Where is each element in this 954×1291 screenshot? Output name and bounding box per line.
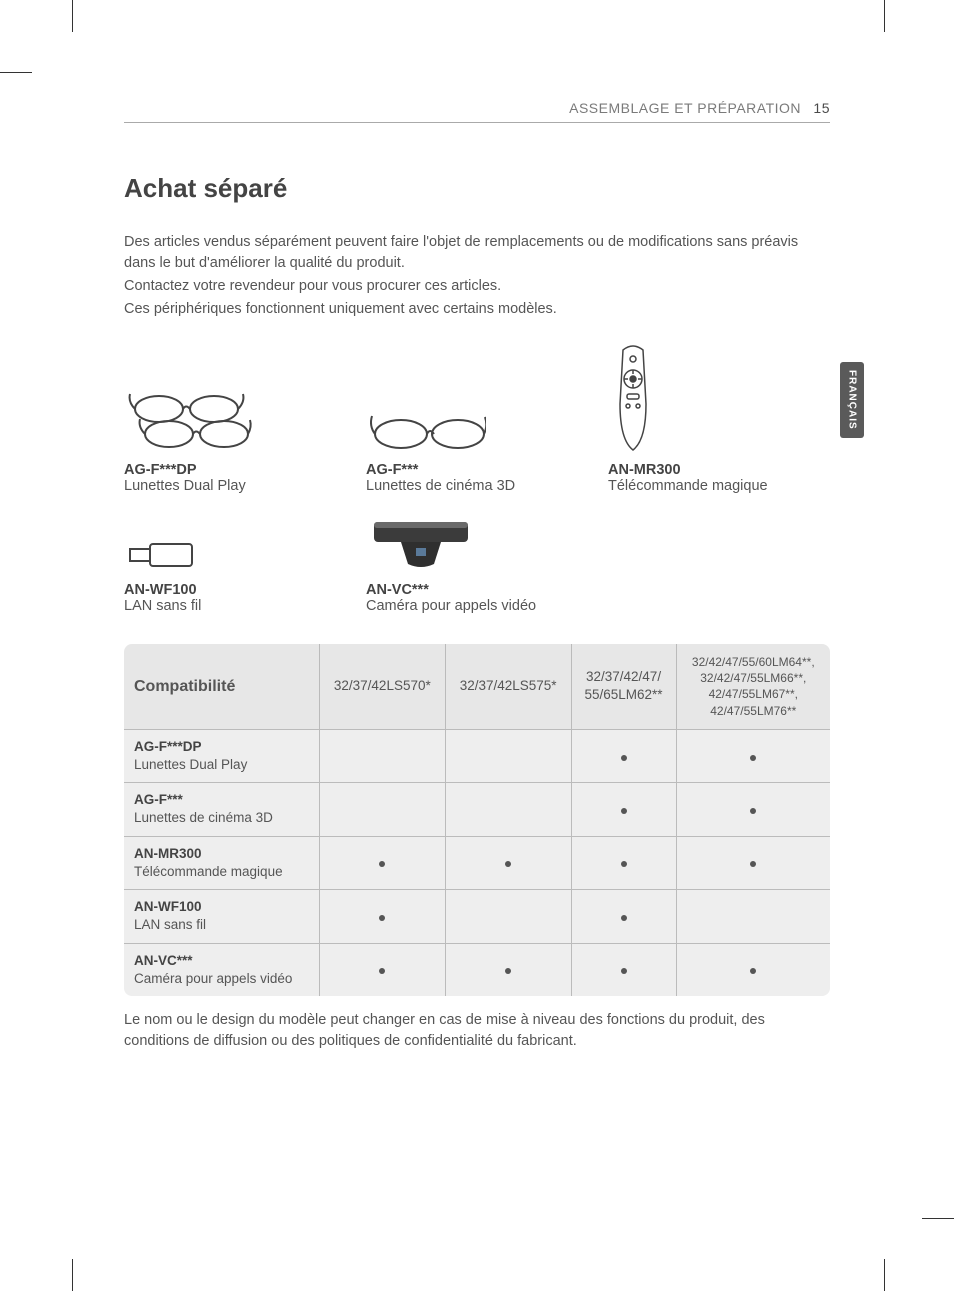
compat-cell	[571, 890, 676, 943]
running-header: ASSEMBLAGE ET PRÉPARATION 15	[124, 100, 830, 116]
glasses-dual-icon	[124, 344, 346, 454]
item-desc: Télécommande magique	[608, 478, 830, 494]
compat-cell	[676, 729, 830, 782]
compat-row-label: AG-F***DPLunettes Dual Play	[124, 729, 319, 782]
dot-icon	[621, 968, 627, 974]
compat-col: 32/42/47/55/60LM64**, 32/42/47/55LM66**,…	[676, 644, 830, 729]
crop-mark	[72, 0, 73, 32]
footnote: Le nom ou le design du modèle peut chang…	[124, 1010, 830, 1052]
compat-col: 32/37/42LS570*	[319, 644, 445, 729]
item-model: AG-F***DP	[124, 462, 346, 478]
item-model: AN-MR300	[608, 462, 830, 478]
compat-row-label: AN-WF100LAN sans fil	[124, 890, 319, 943]
item-cinema-3d-glasses: AG-F*** Lunettes de cinéma 3D	[366, 344, 588, 494]
compat-cell	[319, 836, 445, 889]
item-model: AG-F***	[366, 462, 588, 478]
language-side-tab: FRANÇAIS	[840, 362, 864, 438]
items-grid: AG-F***DP Lunettes Dual Play AG-F*** Lun…	[124, 344, 830, 614]
table-row: AN-WF100LAN sans fil	[124, 890, 830, 943]
dot-icon	[621, 755, 627, 761]
camera-icon	[366, 514, 588, 574]
crop-mark	[884, 1259, 885, 1291]
compat-cell	[571, 729, 676, 782]
compat-cell	[319, 783, 445, 836]
compat-col: 32/37/42LS575*	[445, 644, 571, 729]
crop-mark	[72, 1259, 73, 1291]
item-model: AN-VC***	[366, 582, 588, 598]
item-desc: LAN sans fil	[124, 598, 346, 614]
table-header-row: Compatibilité 32/37/42LS570* 32/37/42LS5…	[124, 644, 830, 729]
compat-row-label: AG-F***Lunettes de cinéma 3D	[124, 783, 319, 836]
dot-icon	[505, 861, 511, 867]
item-wireless-lan: AN-WF100 LAN sans fil	[124, 514, 346, 614]
dongle-icon	[124, 514, 346, 574]
page-number: 15	[813, 100, 830, 116]
compat-cell	[319, 890, 445, 943]
compat-row-label: AN-VC***Caméra pour appels vidéo	[124, 943, 319, 996]
crop-mark	[884, 0, 885, 32]
compat-cell	[445, 836, 571, 889]
item-model: AN-WF100	[124, 582, 346, 598]
compat-col: 32/37/42/47/ 55/65LM62**	[571, 644, 676, 729]
dot-icon	[621, 915, 627, 921]
compat-cell	[571, 943, 676, 996]
compat-cell	[445, 890, 571, 943]
page-content: ASSEMBLAGE ET PRÉPARATION 15 Achat sépar…	[124, 100, 830, 1052]
compat-cell	[571, 836, 676, 889]
compat-cell	[445, 729, 571, 782]
running-title: ASSEMBLAGE ET PRÉPARATION	[569, 100, 801, 116]
compat-cell	[571, 783, 676, 836]
dot-icon	[505, 968, 511, 974]
compat-cell	[319, 943, 445, 996]
remote-icon	[608, 344, 830, 454]
compat-cell	[676, 943, 830, 996]
section-title: Achat séparé	[124, 173, 830, 204]
dot-icon	[379, 915, 385, 921]
crop-mark	[922, 1218, 954, 1219]
header-rule	[124, 122, 830, 123]
table-row: AG-F***DPLunettes Dual Play	[124, 729, 830, 782]
intro-line: Des articles vendus séparément peuvent f…	[124, 232, 830, 274]
compat-cell	[445, 783, 571, 836]
intro-line: Contactez votre revendeur pour vous proc…	[124, 276, 830, 297]
dot-icon	[379, 861, 385, 867]
crop-mark	[0, 72, 32, 73]
dot-icon	[750, 861, 756, 867]
item-dual-play-glasses: AG-F***DP Lunettes Dual Play	[124, 344, 346, 494]
table-row: AN-VC***Caméra pour appels vidéo	[124, 943, 830, 996]
compat-cell	[676, 836, 830, 889]
item-desc: Lunettes Dual Play	[124, 478, 346, 494]
compat-cell	[319, 729, 445, 782]
compat-cell	[676, 890, 830, 943]
table-row: AG-F***Lunettes de cinéma 3D	[124, 783, 830, 836]
compat-cell	[676, 783, 830, 836]
dot-icon	[621, 861, 627, 867]
dot-icon	[750, 968, 756, 974]
intro-line: Ces périphériques fonctionnent uniquemen…	[124, 299, 830, 320]
intro-block: Des articles vendus séparément peuvent f…	[124, 232, 830, 320]
glasses-3d-icon	[366, 344, 588, 454]
dot-icon	[621, 808, 627, 814]
item-desc: Caméra pour appels vidéo	[366, 598, 588, 614]
compat-cell	[445, 943, 571, 996]
compat-body: AG-F***DPLunettes Dual PlayAG-F***Lunett…	[124, 729, 830, 996]
compat-row-label: AN-MR300Télécommande magique	[124, 836, 319, 889]
table-row: AN-MR300Télécommande magique	[124, 836, 830, 889]
compat-header-label: Compatibilité	[124, 644, 319, 729]
dot-icon	[750, 755, 756, 761]
item-desc: Lunettes de cinéma 3D	[366, 478, 588, 494]
item-magic-remote: AN-MR300 Télécommande magique	[608, 344, 830, 494]
dot-icon	[379, 968, 385, 974]
dot-icon	[750, 808, 756, 814]
item-video-camera: AN-VC*** Caméra pour appels vidéo	[366, 514, 588, 614]
compatibility-table: Compatibilité 32/37/42LS570* 32/37/42LS5…	[124, 644, 830, 996]
